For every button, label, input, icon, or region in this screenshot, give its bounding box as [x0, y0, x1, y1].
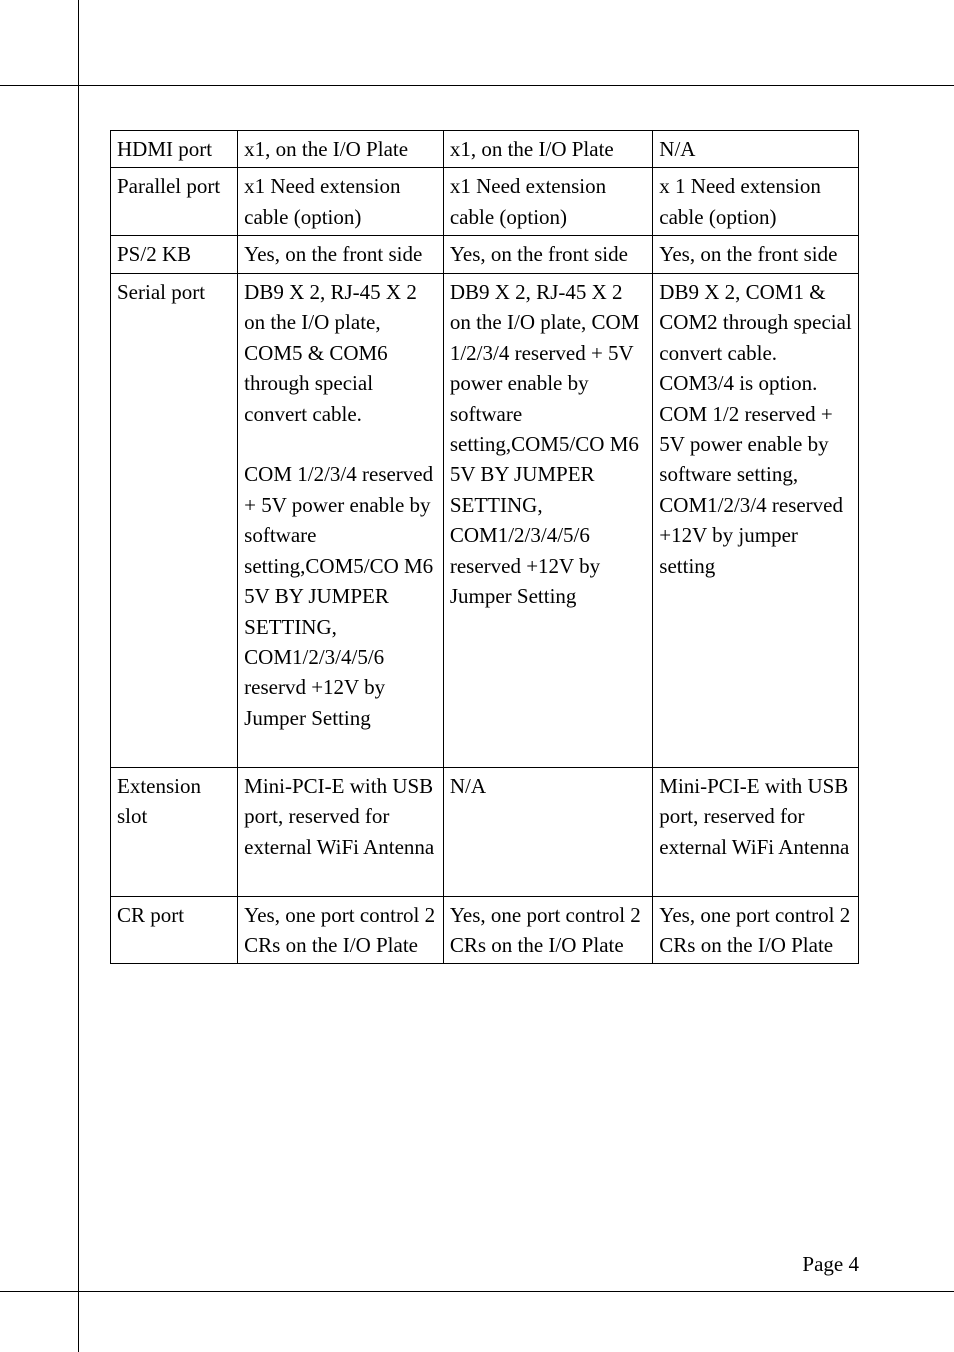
table-cell: DB9 X 2, RJ-45 X 2 on the I/O plate, COM… — [238, 273, 444, 767]
page-container: Page 4 HDMI port x1, on the I/O Plate x1… — [0, 0, 954, 1352]
table-cell: Yes, one port control 2 CRs on the I/O P… — [238, 896, 444, 964]
content-area: HDMI port x1, on the I/O Plate x1, on th… — [110, 130, 859, 964]
table-row: CR port Yes, one port control 2 CRs on t… — [111, 896, 859, 964]
table-cell: Yes, on the front side — [443, 236, 652, 273]
row-label: Extension slot — [111, 767, 238, 896]
table-cell: N/A — [653, 131, 859, 168]
table-cell: x1, on the I/O Plate — [238, 131, 444, 168]
row-label: Serial port — [111, 273, 238, 767]
table-cell: x 1 Need extension cable (option) — [653, 168, 859, 236]
table-cell: Yes, on the front side — [238, 236, 444, 273]
table-row: Extension slot Mini-PCI-E with USB port,… — [111, 767, 859, 896]
table-cell: Mini-PCI-E with USB port, reserved for e… — [238, 767, 444, 896]
table-row: PS/2 KB Yes, on the front side Yes, on t… — [111, 236, 859, 273]
table-cell: Yes, one port control 2 CRs on the I/O P… — [443, 896, 652, 964]
row-label: CR port — [111, 896, 238, 964]
row-label: HDMI port — [111, 131, 238, 168]
table-cell: x1 Need extension cable (option) — [443, 168, 652, 236]
top-rule — [0, 85, 954, 86]
left-margin-rule — [78, 0, 79, 1352]
paragraph-gap — [244, 733, 437, 763]
table-cell: Mini-PCI-E with USB port, reserved for e… — [653, 767, 859, 896]
paragraph-gap — [244, 862, 437, 892]
table-cell: x1 Need extension cable (option) — [238, 168, 444, 236]
row-label: PS/2 KB — [111, 236, 238, 273]
paragraph-gap — [244, 429, 437, 459]
cell-text: Mini-PCI-E with USB port, reserved for e… — [244, 774, 434, 859]
table-cell: N/A — [443, 767, 652, 896]
cell-text-part: DB9 X 2, RJ-45 X 2 on the I/O plate, COM… — [244, 280, 417, 426]
bottom-rule — [0, 1291, 954, 1292]
page-number: Page 4 — [802, 1252, 859, 1277]
table-cell: Yes, one port control 2 CRs on the I/O P… — [653, 896, 859, 964]
row-label: Parallel port — [111, 168, 238, 236]
table-row: Serial port DB9 X 2, RJ-45 X 2 on the I/… — [111, 273, 859, 767]
table-row: Parallel port x1 Need extension cable (o… — [111, 168, 859, 236]
spec-table: HDMI port x1, on the I/O Plate x1, on th… — [110, 130, 859, 964]
table-cell: DB9 X 2, RJ-45 X 2 on the I/O plate, COM… — [443, 273, 652, 767]
table-cell: Yes, on the front side — [653, 236, 859, 273]
table-cell: DB9 X 2, COM1 & COM2 through special con… — [653, 273, 859, 767]
cell-text-part: COM 1/2/3/4 reserved + 5V power enable b… — [244, 462, 433, 730]
table-cell: x1, on the I/O Plate — [443, 131, 652, 168]
table-row: HDMI port x1, on the I/O Plate x1, on th… — [111, 131, 859, 168]
